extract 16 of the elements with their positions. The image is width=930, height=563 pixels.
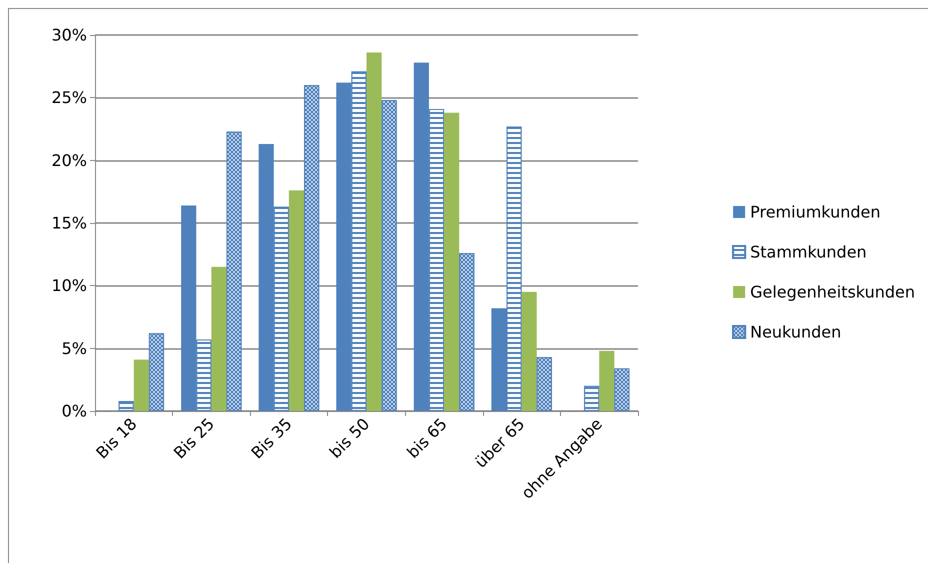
legend-label: Stammkunden (750, 242, 867, 262)
x-tick-label: Bis 25 (170, 414, 218, 462)
y-tick-label: 0% (62, 402, 87, 420)
y-tick-label: 25% (51, 88, 87, 108)
y-tick-label: 30% (51, 26, 87, 44)
legend-label: Neukunden (750, 322, 842, 342)
y-tick-label: 15% (51, 214, 87, 232)
y-tick-label: 10% (51, 276, 87, 296)
x-tick-label: Bis 18 (92, 414, 141, 462)
x-tick-label: bis 65 (403, 414, 451, 462)
legend-label: Gelegenheitskunden (750, 282, 915, 302)
y-tick-label: 20% (51, 150, 87, 170)
legend-label: Premiumkunden (750, 202, 880, 222)
y-tick-label: 5% (62, 338, 87, 358)
x-tick-label: Bis 35 (247, 414, 296, 462)
x-tick-label: bis 50 (326, 414, 374, 462)
